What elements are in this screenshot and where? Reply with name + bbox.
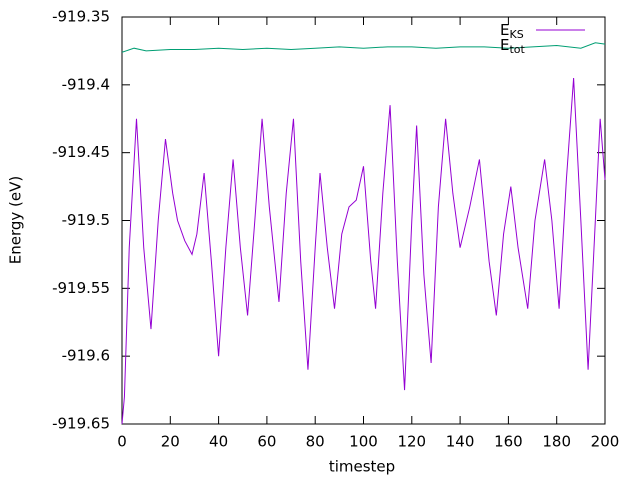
y-tick-label: -919.6: [62, 347, 110, 365]
legend-label: Etot: [500, 36, 526, 57]
y-tick-label: -919.55: [52, 279, 110, 297]
series-line: [121, 78, 606, 425]
x-tick-label: 180: [542, 433, 571, 451]
plot-frame: [121, 16, 606, 425]
x-tick-label: 200: [591, 433, 620, 451]
y-axis-label: Energy (eV): [7, 176, 25, 264]
x-tick-label: 120: [397, 433, 426, 451]
legend-label: EKS: [500, 21, 524, 42]
x-tick-label: 40: [209, 433, 228, 451]
x-tick-label: 80: [306, 433, 325, 451]
x-tick-label: 100: [349, 433, 378, 451]
series-line: [121, 42, 606, 53]
x-tick-label: 0: [117, 433, 127, 451]
x-tick-label: 20: [161, 433, 180, 451]
x-tick-label: 60: [257, 433, 276, 451]
y-tick-label: -919.5: [62, 211, 110, 229]
x-tick-label: 140: [446, 433, 475, 451]
y-tick-label: -919.4: [62, 75, 110, 93]
y-tick-label: -919.45: [52, 143, 110, 161]
y-tick-label: -919.35: [52, 8, 110, 26]
x-axis-label: timestep: [329, 458, 395, 476]
y-tick-label: -919.65: [52, 415, 110, 433]
x-tick-label: 160: [494, 433, 523, 451]
